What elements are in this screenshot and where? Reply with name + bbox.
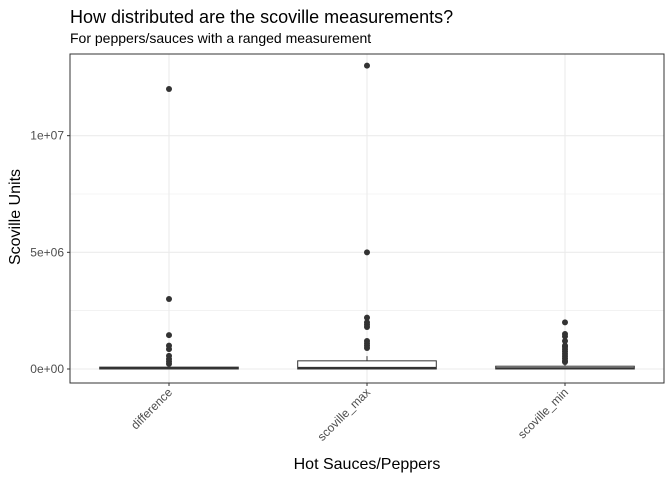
- outlier-point: [364, 324, 370, 330]
- outlier-point: [166, 346, 172, 353]
- outlier-point: [562, 338, 568, 344]
- outlier-point: [166, 332, 172, 339]
- outlier-point: [166, 296, 172, 302]
- x-axis-label: Hot Sauces/Peppers: [294, 456, 441, 473]
- box-iqr: [297, 360, 437, 370]
- outlier-point: [364, 314, 370, 321]
- outlier-point: [364, 345, 370, 351]
- chart-title: How distributed are the scoville measure…: [70, 7, 453, 27]
- outlier-point: [562, 359, 568, 365]
- box-difference: [99, 86, 239, 370]
- x-tick-label: scoville_min: [515, 385, 571, 441]
- outlier-point: [562, 319, 568, 326]
- y-tick-label: 1e+07: [30, 129, 64, 143]
- plot-panel: 0e+00 5e+06 1e+07 difference scoville_max sco…: [30, 53, 665, 444]
- y-axis-label: Scoville Units: [7, 169, 24, 265]
- outlier-point: [166, 86, 172, 92]
- outlier-point: [364, 249, 370, 256]
- chart-subtitle: For peppers/sauces with a ranged measure…: [70, 30, 371, 46]
- outlier-point: [562, 333, 568, 340]
- x-tick-label: difference: [128, 385, 175, 432]
- box-scoville_max: [297, 62, 437, 370]
- box-scoville_min: [495, 319, 635, 370]
- outlier-point: [364, 62, 370, 69]
- x-tick-label: scoville_max: [315, 385, 373, 443]
- y-tick-label: 5e+06: [30, 245, 64, 259]
- outlier-point: [166, 360, 172, 367]
- y-tick-label: 0e+00: [30, 362, 64, 376]
